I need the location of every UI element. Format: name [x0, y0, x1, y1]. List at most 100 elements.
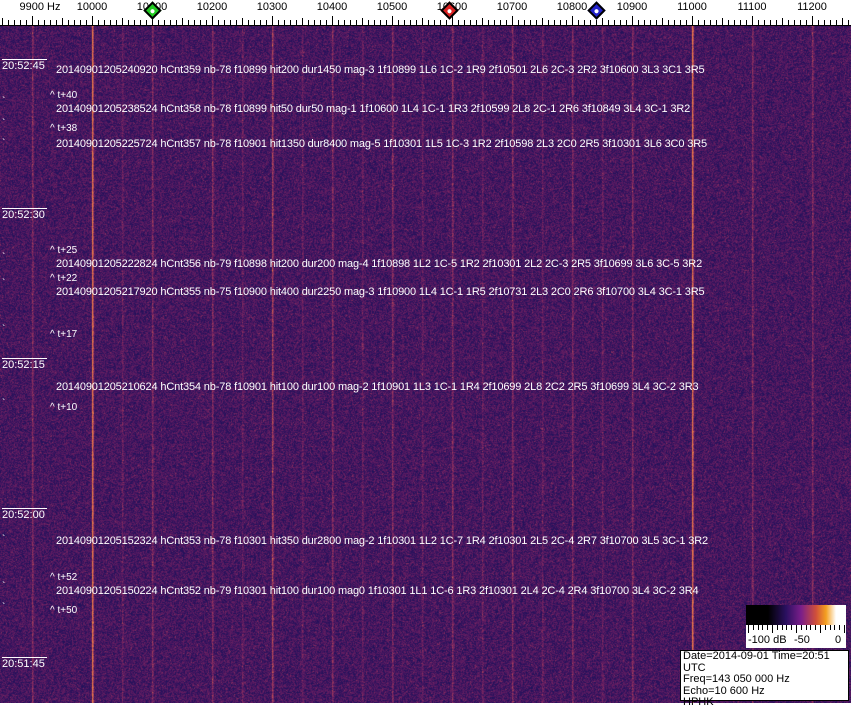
- axis-tick: [716, 20, 717, 26]
- blue-marker[interactable]: [587, 1, 606, 20]
- axis-tick: [470, 20, 471, 26]
- freq-label: 10900: [616, 1, 648, 13]
- axis-tick: [566, 20, 567, 26]
- axis-tick: [428, 20, 429, 26]
- color-scale: -100 dB -50 0: [746, 605, 846, 648]
- axis-tick: [572, 16, 573, 26]
- colorbar-tick: [834, 625, 836, 630]
- colorbar-tick: [805, 625, 807, 630]
- event-line: 20140901205217920 hCnt355 nb-75 f10900 h…: [56, 286, 705, 298]
- axis-tick: [344, 20, 345, 26]
- axis-tick: [140, 20, 141, 26]
- axis-tick: [776, 20, 777, 26]
- freq-label: 10200: [196, 1, 228, 13]
- axis-tick: [236, 20, 237, 26]
- axis-tick: [20, 20, 21, 26]
- axis-tick: [650, 20, 651, 26]
- axis-tick: [686, 20, 687, 26]
- time-offset: ^ t+52: [50, 572, 78, 583]
- axis-tick: [134, 20, 135, 26]
- axis-tick: [284, 20, 285, 26]
- axis-tick: [758, 20, 759, 26]
- axis-tick: [488, 20, 489, 26]
- axis-tick: [794, 20, 795, 26]
- axis-tick: [530, 20, 531, 26]
- axis-tick: [734, 20, 735, 26]
- axis-tick: [122, 18, 123, 26]
- axis-tick: [116, 20, 117, 26]
- colorbar-tick: [772, 625, 773, 633]
- colorbar-tick: [844, 625, 845, 633]
- event-tick: `: [2, 324, 6, 335]
- axis-tick: [278, 20, 279, 26]
- axis-tick: [326, 20, 327, 26]
- colorbar-tick: [829, 625, 831, 630]
- axis-tick: [110, 20, 111, 26]
- axis-tick: [224, 20, 225, 26]
- axis-tick: [368, 20, 369, 26]
- axis-tick: [554, 20, 555, 26]
- axis-tick: [626, 20, 627, 26]
- axis-tick: [350, 20, 351, 26]
- axis-tick: [212, 16, 213, 26]
- event-line: 20140901205240920 hCnt359 nb-78 f10899 h…: [56, 64, 705, 76]
- axis-tick: [194, 20, 195, 26]
- axis-tick: [680, 20, 681, 26]
- axis-tick: [782, 18, 783, 26]
- freq-label: 10000: [76, 1, 108, 13]
- axis-tick: [266, 20, 267, 26]
- time-offset: ^ t+50: [50, 605, 78, 616]
- axis-tick: [632, 16, 633, 26]
- axis-tick: [656, 20, 657, 26]
- axis-tick: [176, 20, 177, 26]
- axis-tick: [26, 20, 27, 26]
- axis-tick: [380, 20, 381, 26]
- axis-tick: [746, 20, 747, 26]
- axis-tick: [62, 18, 63, 26]
- axis-tick: [200, 20, 201, 26]
- axis-tick: [158, 20, 159, 26]
- axis-tick: [362, 18, 363, 26]
- axis-tick: [248, 20, 249, 26]
- axis-tick: [410, 20, 411, 26]
- color-gradient: [746, 605, 846, 625]
- axis-tick: [506, 20, 507, 26]
- time-label: 20:52:00: [2, 508, 47, 521]
- axis-tick: [728, 20, 729, 26]
- time-label: 20:52:45: [2, 59, 47, 72]
- axis-tick: [308, 20, 309, 26]
- axis-tick: [824, 20, 825, 26]
- axis-tick: [644, 20, 645, 26]
- axis-tick: [92, 16, 93, 26]
- event-tick: `: [2, 252, 6, 263]
- axis-tick: [584, 20, 585, 26]
- axis-tick: [806, 20, 807, 26]
- axis-tick: [338, 20, 339, 26]
- freq-label: 10800: [556, 1, 588, 13]
- axis-tick: [128, 20, 129, 26]
- freq-label: 10500: [376, 1, 408, 13]
- spectrogram-noise: [0, 26, 851, 703]
- colorbar-label-mid: -50: [794, 634, 810, 646]
- colorbar-tick: [815, 625, 817, 630]
- axis-tick: [296, 20, 297, 26]
- axis-tick: [320, 20, 321, 26]
- axis-tick: [692, 16, 693, 26]
- axis-tick: [662, 18, 663, 26]
- axis-tick: [314, 20, 315, 26]
- event-tick: `: [2, 278, 6, 289]
- axis-tick: [764, 20, 765, 26]
- axis-tick: [14, 20, 15, 26]
- axis-tick: [98, 20, 99, 26]
- axis-tick: [302, 18, 303, 26]
- axis-tick: [104, 20, 105, 26]
- freq-label: 10300: [256, 1, 288, 13]
- event-tick: `: [2, 398, 6, 409]
- colorbar-label-max: 0: [835, 634, 842, 646]
- axis-tick: [272, 16, 273, 26]
- axis-tick: [638, 20, 639, 26]
- axis-line: [0, 25, 851, 26]
- axis-tick: [32, 16, 33, 26]
- axis-tick: [602, 18, 603, 26]
- event-line: 20140901205150224 hCnt352 nb-79 f10301 h…: [56, 585, 699, 597]
